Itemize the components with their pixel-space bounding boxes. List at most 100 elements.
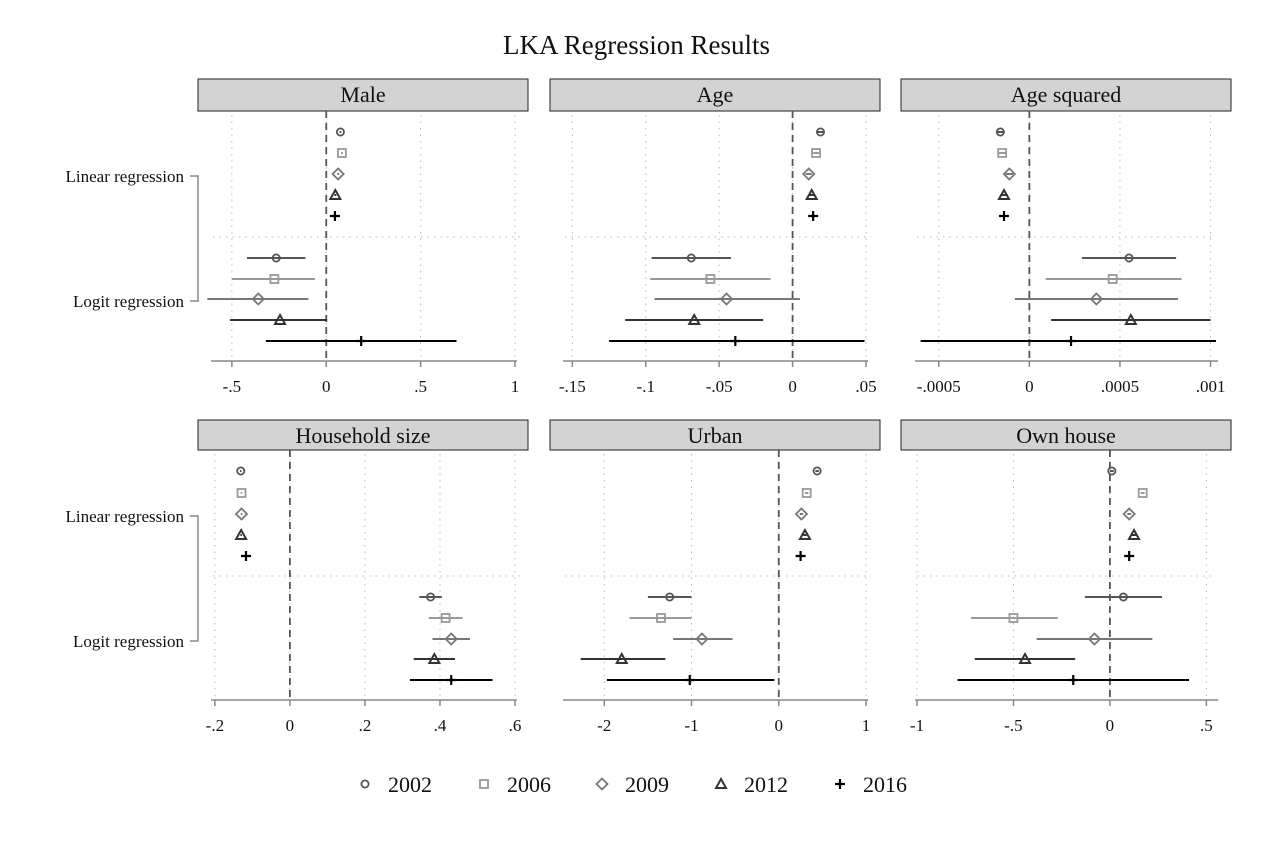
panel-urban: Urban -2 -1 0 1 — [549, 419, 881, 735]
y-label-linear: Linear regression — [66, 167, 185, 186]
legend-symbol-diamond — [595, 777, 609, 791]
panel-male: Male -.5 0 .5 1 — [197, 78, 529, 396]
point-linear-2009 — [801, 167, 816, 181]
series-2009-male — [207, 167, 345, 306]
panel-own-house: Own house -1 -.5 0 .5 — [900, 419, 1232, 735]
panel-age-squared: Age squared -.0005 0 .0005 .001 — [900, 78, 1232, 396]
x-tick-label: 0 — [788, 377, 797, 396]
point-logit-2012 — [1018, 651, 1032, 664]
point-logit-2009 — [1089, 292, 1104, 306]
x-tick-label: 0 — [286, 716, 295, 735]
point-logit-2006 — [1107, 274, 1118, 284]
x-tick-label: 1 — [511, 377, 520, 396]
point-logit-2006 — [1008, 613, 1019, 623]
panel-age: Age -.15 -.1 -.05 0 .05 — [549, 78, 881, 396]
legend-label-2002: 2002 — [388, 772, 432, 797]
series-2006-male — [231, 148, 347, 284]
point-logit-2002 — [686, 253, 696, 263]
legend-item-2002: 2002 — [360, 772, 432, 797]
series-2002-household-size — [236, 466, 442, 602]
x-tick-label: -.15 — [559, 377, 586, 396]
point-logit-2009 — [444, 632, 458, 646]
point-linear-2012 — [798, 527, 812, 540]
x-tick-label: -2 — [597, 716, 611, 735]
point-logit-2009 — [695, 632, 709, 646]
series-2009-age-squared — [1002, 167, 1178, 306]
point-linear-2016 — [329, 211, 340, 221]
point-logit-2016 — [730, 336, 741, 346]
series-2002-age-squared — [995, 127, 1177, 263]
point-linear-2009 — [331, 167, 345, 181]
point-linear-2006 — [236, 488, 247, 498]
point-logit-2002 — [1118, 592, 1128, 602]
strip-own-house — [900, 419, 1232, 451]
series-2009-household-size — [234, 507, 470, 646]
x-tick-label: 0 — [322, 377, 331, 396]
series-2002-male — [246, 127, 345, 263]
x-tick-label: 1 — [862, 716, 871, 735]
legend-symbol-triangle — [714, 776, 728, 789]
y-axis-bottom: Linear regression Logit regression — [66, 507, 199, 651]
point-logit-2002 — [665, 592, 675, 602]
panel-household-size: Household size -.2 0 .2 .4 .6 — [197, 419, 529, 735]
point-logit-2016 — [446, 675, 457, 685]
series-2006-age — [650, 148, 821, 284]
y-axis-bracket — [190, 515, 199, 642]
x-tick-label: .2 — [359, 716, 372, 735]
point-linear-2002 — [812, 466, 822, 476]
x-tick-label: -1 — [910, 716, 924, 735]
x-tick-label: .4 — [434, 716, 447, 735]
point-logit-2009 — [719, 292, 734, 306]
point-logit-2002 — [271, 253, 281, 263]
series-2016-age — [609, 211, 865, 346]
series-2002-age — [651, 127, 825, 263]
legend-symbol-circle — [360, 779, 370, 789]
legend-label-2012: 2012 — [744, 772, 788, 797]
legend-item-2006: 2006 — [479, 772, 551, 797]
series-2012-household-size — [234, 527, 455, 664]
x-tick-label: .0005 — [1101, 377, 1139, 396]
x-tick-label: -.2 — [206, 716, 224, 735]
point-linear-2009 — [1002, 167, 1017, 181]
strip-urban — [549, 419, 881, 451]
x-tick-label: 0 — [1106, 716, 1115, 735]
series-2012-age — [625, 187, 819, 325]
x-tick-label: -.5 — [1004, 716, 1022, 735]
x-tick-label: -.1 — [637, 377, 655, 396]
x-tick-label: .5 — [414, 377, 427, 396]
series-2006-urban — [629, 488, 812, 623]
y-axis-top: Linear regression Logit regression — [66, 167, 199, 311]
point-linear-2002 — [995, 127, 1005, 137]
series-2006-household-size — [236, 488, 463, 623]
point-linear-2012 — [1127, 527, 1141, 540]
legend-item-2012: 2012 — [714, 772, 788, 797]
panel-title-own-house: Own house — [1016, 423, 1116, 448]
point-logit-2002 — [1124, 253, 1134, 263]
point-logit-2016 — [356, 336, 367, 346]
series-2009-age — [654, 167, 816, 306]
x-tick-label: -1 — [684, 716, 698, 735]
x-tick-label: 0 — [775, 716, 784, 735]
series-2016-age-squared — [920, 211, 1216, 346]
series-2012-urban — [580, 527, 812, 664]
y-axis-bracket — [190, 175, 199, 302]
legend-label-2006: 2006 — [507, 772, 551, 797]
series-2006-own-house — [971, 488, 1148, 623]
strip-household-size — [197, 419, 529, 451]
point-linear-2012 — [804, 187, 819, 200]
x-tick-label: .05 — [855, 377, 876, 396]
point-linear-2012 — [997, 187, 1011, 200]
x-tick-label: .5 — [1200, 716, 1213, 735]
point-linear-2006 — [811, 148, 821, 158]
x-tick-label: -.5 — [223, 377, 241, 396]
panel-title-household-size: Household size — [295, 423, 430, 448]
point-logit-2002 — [426, 592, 436, 602]
series-2006-age-squared — [997, 148, 1182, 284]
series-2002-own-house — [1084, 466, 1162, 602]
legend-symbol-plus — [835, 779, 845, 789]
point-logit-2009 — [1087, 632, 1102, 646]
panel-title-age: Age — [697, 82, 734, 107]
point-linear-2006 — [997, 148, 1008, 158]
series-2012-own-house — [974, 527, 1141, 664]
